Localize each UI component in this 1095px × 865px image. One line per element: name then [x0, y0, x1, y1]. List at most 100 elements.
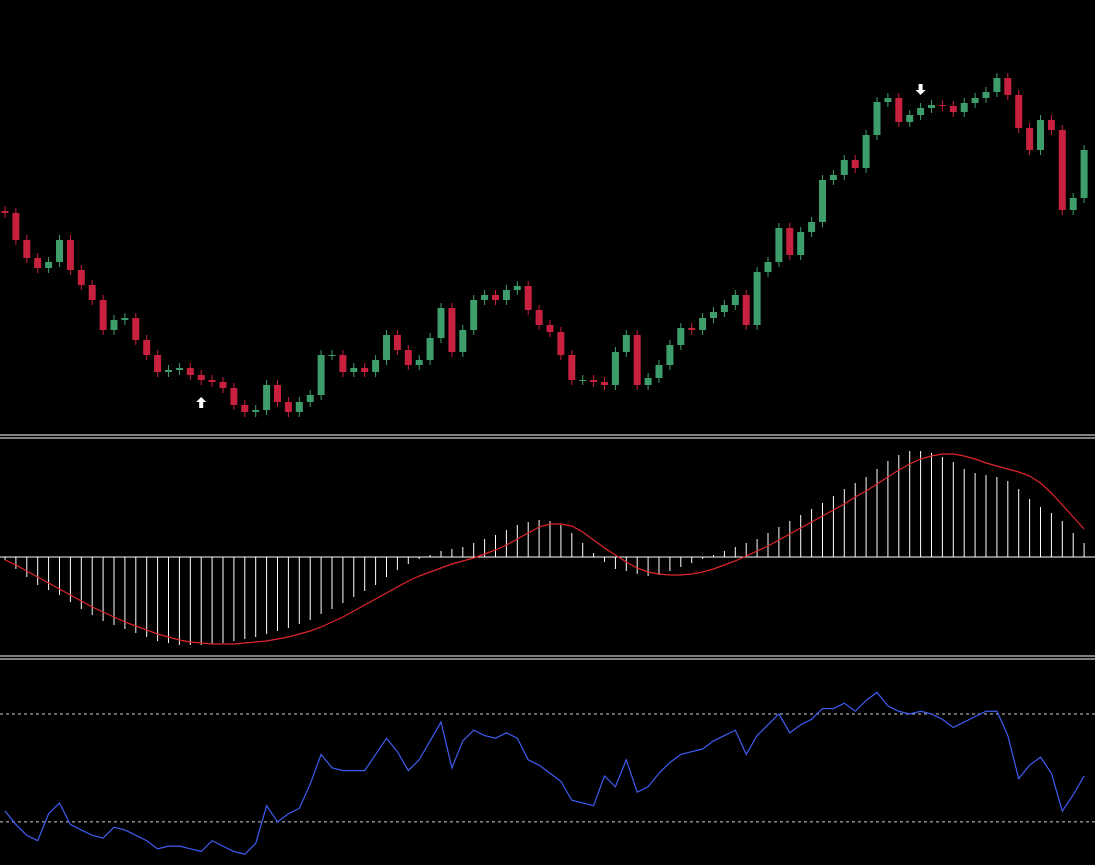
candle-body: [186, 368, 194, 375]
candle-body: [208, 380, 216, 382]
candle-body: [1069, 198, 1077, 210]
candle-body: [971, 98, 979, 103]
buy-arrow: [196, 397, 207, 408]
candle-body: [786, 228, 794, 255]
candle-body: [306, 395, 314, 402]
candle-body: [568, 355, 576, 380]
candle-body: [230, 388, 238, 405]
candle-body: [644, 378, 652, 385]
candle-body: [829, 175, 837, 180]
candle-body: [622, 335, 630, 352]
candle-body: [633, 335, 641, 385]
candle-body: [840, 160, 848, 175]
candle-body: [361, 368, 369, 372]
candle-body: [56, 240, 63, 262]
candle-body: [546, 325, 554, 332]
candle-body: [928, 105, 935, 108]
candle-body: [742, 295, 750, 325]
candle-body: [328, 355, 336, 356]
candle-body: [23, 240, 31, 258]
candle-body: [710, 312, 717, 318]
candle-body: [502, 290, 510, 300]
candle-body: [274, 385, 281, 402]
candle-body: [579, 380, 587, 381]
candle-body: [535, 310, 543, 325]
candle-body: [197, 375, 205, 380]
candle-body: [1004, 78, 1012, 95]
candle-body: [77, 270, 85, 285]
candle-body: [1, 211, 9, 213]
candle-body: [1015, 95, 1023, 128]
candle-body: [819, 180, 826, 222]
candle-body: [12, 213, 20, 240]
candle-body: [34, 258, 42, 268]
candle-body: [295, 402, 303, 412]
candle-body: [143, 340, 151, 355]
candle-body: [383, 335, 390, 360]
candle-body: [797, 232, 805, 255]
candle-body: [513, 286, 521, 290]
candle-body: [284, 402, 292, 412]
candle-body: [884, 98, 892, 102]
candle-body: [775, 228, 783, 262]
candle-body: [165, 370, 172, 372]
candle-body: [99, 300, 107, 330]
candle-body: [906, 115, 914, 122]
candle-body: [720, 305, 728, 312]
candle-body: [470, 300, 478, 330]
candle-body: [121, 318, 129, 320]
candle-body: [666, 345, 674, 365]
candle-body: [764, 262, 772, 272]
candle-body: [1037, 120, 1044, 150]
candle-body: [154, 355, 162, 372]
candle-body: [590, 380, 598, 382]
candle-body: [66, 240, 74, 270]
candle-body: [982, 92, 990, 98]
candle-body: [851, 160, 859, 168]
candle-body: [404, 350, 412, 365]
candle-body: [350, 368, 358, 372]
candle-body: [688, 328, 696, 330]
candle-body: [415, 360, 423, 365]
candle-body: [1080, 150, 1088, 198]
candle-body: [317, 355, 325, 395]
candle-body: [1058, 130, 1066, 210]
candle-body: [917, 108, 925, 115]
candle-body: [949, 106, 957, 112]
signal-line: [4, 453, 1085, 645]
candle-body: [611, 352, 619, 385]
candle-body: [1026, 128, 1034, 150]
candle-body: [110, 320, 118, 330]
candle-body: [960, 103, 968, 112]
candle-body: [993, 78, 1001, 92]
candle-body: [524, 286, 532, 310]
candle-body: [132, 318, 140, 340]
candle-body: [426, 338, 434, 360]
candle-body: [873, 102, 881, 135]
candle-body: [1047, 120, 1055, 130]
indicator-line: [4, 691, 1085, 855]
candle-body: [263, 385, 271, 410]
candle-body: [252, 410, 260, 412]
candle-body: [938, 105, 946, 106]
sell-arrow: [915, 84, 926, 95]
candle-body: [481, 295, 489, 300]
candle-body: [557, 332, 565, 355]
candle-body: [339, 355, 347, 372]
candle-body: [895, 98, 903, 122]
candle-body: [492, 295, 499, 300]
candle-body: [808, 222, 816, 232]
candle-body: [241, 405, 249, 412]
candle-body: [448, 308, 456, 352]
candle-body: [393, 335, 401, 350]
candle-body: [175, 368, 183, 370]
candle-body: [459, 330, 467, 352]
candle-body: [88, 285, 96, 300]
candle-body: [372, 360, 380, 372]
candle-body: [437, 308, 445, 338]
candle-body: [219, 382, 227, 388]
candle-body: [731, 295, 739, 305]
